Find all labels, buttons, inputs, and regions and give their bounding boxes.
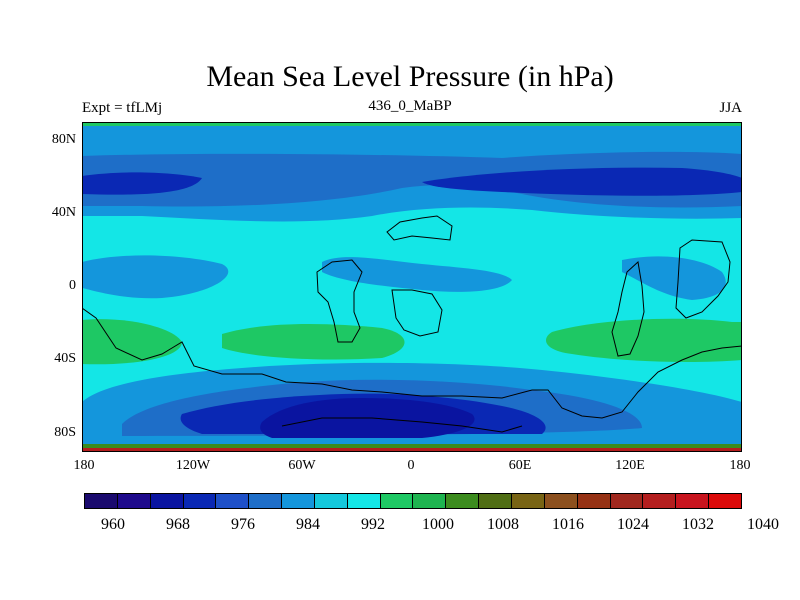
pressure-map [82,122,742,452]
colorbar-swatch [709,494,741,508]
lat-tick-label: 40S [54,351,76,366]
colorbar-swatch [282,494,315,508]
subtropical-high-pacific [82,319,182,365]
subtropical-high-atlantic [222,324,405,360]
colorbar-swatch [380,494,414,508]
season-label: JJA [719,100,742,116]
colorbar-label: 1040 [747,516,779,533]
colorbar-label: 968 [166,516,190,533]
lon-tick-label: 60E [508,458,532,473]
lat-tick-label: 40N [51,205,76,220]
lat-tick-label: 0 [69,278,76,293]
lat-tick-label: 80S [54,425,76,440]
colorbar [84,493,742,509]
africa-south-outline [391,289,443,337]
lat-tick-label: 80N [51,132,76,147]
colorbar-swatch [511,494,545,508]
colorbar-swatch [85,494,118,508]
colorbar-swatch [577,494,611,508]
antarctic-edge [82,448,742,452]
colorbar-swatch [150,494,184,508]
africa-west-outline [316,259,363,343]
lon-tick-label: 60W [288,458,316,473]
lon-tick-label: 120W [175,458,211,473]
colorbar-label: 976 [231,516,255,533]
coastlines [82,215,742,433]
north-pacific-low [82,172,202,195]
equatorial-low-pacific [82,255,229,299]
chart-title: Mean Sea Level Pressure (in hPa) [206,60,614,93]
equatorial-low-indian [622,256,726,300]
colorbar-label: 1008 [487,516,519,533]
colorbar-label: 1000 [422,516,454,533]
colorbar-label: 960 [101,516,125,533]
south-america-outline [611,261,645,357]
colorbar-swatch [643,494,677,508]
colorbar-label: 1032 [682,516,714,533]
arctic-high-band [82,122,742,128]
north-america-outline [675,239,731,319]
subtropical-high-indian [546,318,742,362]
period-label: 436_0_MaBP [368,98,452,114]
lon-tick-label: 180 [73,458,95,473]
colorbar-swatch [446,494,480,508]
experiment-label: Expt = tfLMj [82,100,163,116]
antarctica-outline [281,417,523,433]
colorbar-label: 992 [361,516,385,533]
colorbar-swatch [249,494,283,508]
colorbar-swatch [544,494,578,508]
colorbar-swatch [314,494,348,508]
colorbar-swatch [347,494,381,508]
colorbar-label: 1024 [617,516,649,533]
equatorial-low-atlantic [322,257,512,292]
europe-outline [386,215,453,241]
lon-tick-label: 0 [407,458,415,473]
colorbar-swatch [117,494,151,508]
colorbar-swatch [216,494,250,508]
colorbar-label: 1016 [552,516,584,533]
colorbar-swatch [183,494,217,508]
north-atlantic-low [422,167,742,196]
colorbar-swatch [676,494,710,508]
colorbar-swatch [610,494,644,508]
lon-tick-label: 120E [615,458,645,473]
southern-continents-outline [82,307,742,419]
colorbar-swatch [413,494,447,508]
colorbar-label: 984 [296,516,320,533]
colorbar-swatch [479,494,512,508]
lon-tick-label: 180 [729,458,751,473]
map-frame [82,122,742,452]
